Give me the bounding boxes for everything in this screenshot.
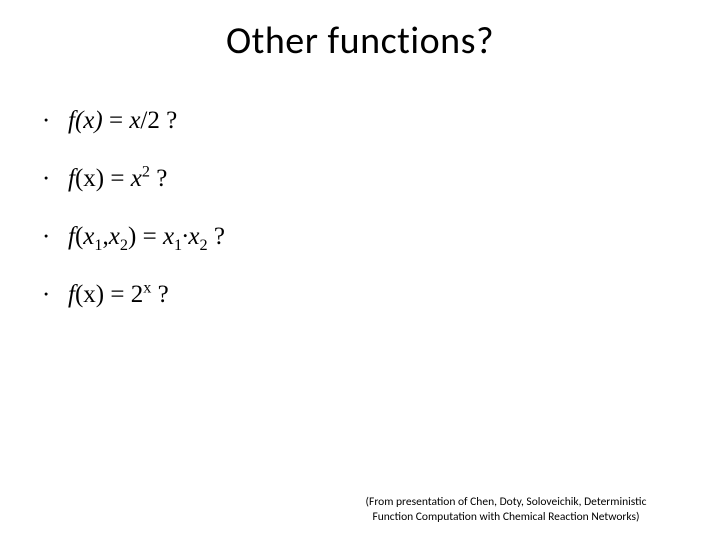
tail: ?	[151, 281, 168, 308]
tail: ?	[150, 165, 167, 192]
rs2: 2	[200, 236, 208, 254]
sup: 2	[142, 163, 150, 181]
rx1: x	[163, 223, 174, 250]
fx: f(x)	[68, 107, 103, 134]
tail: ?	[208, 223, 225, 250]
rhs-rest: /2 ?	[140, 107, 177, 134]
citation: (From presentation of Chen, Doty, Solove…	[316, 495, 696, 524]
rhs-var: x	[129, 107, 140, 134]
bullet-item-2: f(x) = x2 ?	[68, 164, 680, 194]
rx2: x	[188, 223, 199, 250]
bullet-list: f(x) = x/2 ? f(x) = x2 ? f(x1,x2) = x1∙x…	[40, 106, 680, 310]
fx: f	[68, 165, 75, 192]
args: (x) = 2	[75, 281, 143, 308]
fx: f	[68, 281, 75, 308]
slide-title: Other functions?	[40, 18, 680, 64]
citation-line-2: Function Computation with Chemical React…	[372, 510, 639, 524]
mid: =	[103, 107, 130, 134]
rhs-x: x	[131, 165, 142, 192]
args: (x) =	[75, 165, 131, 192]
bullet-item-1: f(x) = x/2 ?	[68, 106, 680, 136]
bullet-item-3: f(x1,x2) = x1∙x2 ?	[68, 222, 680, 252]
x2: x	[109, 223, 120, 250]
bullet-item-4: f(x) = 2x ?	[68, 280, 680, 310]
x1: x	[83, 223, 94, 250]
close: ) =	[128, 223, 163, 250]
citation-line-1: (From presentation of Chen, Doty, Solove…	[366, 495, 647, 509]
s1: 1	[94, 236, 102, 254]
fx: f	[68, 223, 75, 250]
slide-container: Other functions? f(x) = x/2 ? f(x) = x2 …	[0, 0, 720, 540]
s2: 2	[120, 236, 128, 254]
rs1: 1	[174, 236, 182, 254]
